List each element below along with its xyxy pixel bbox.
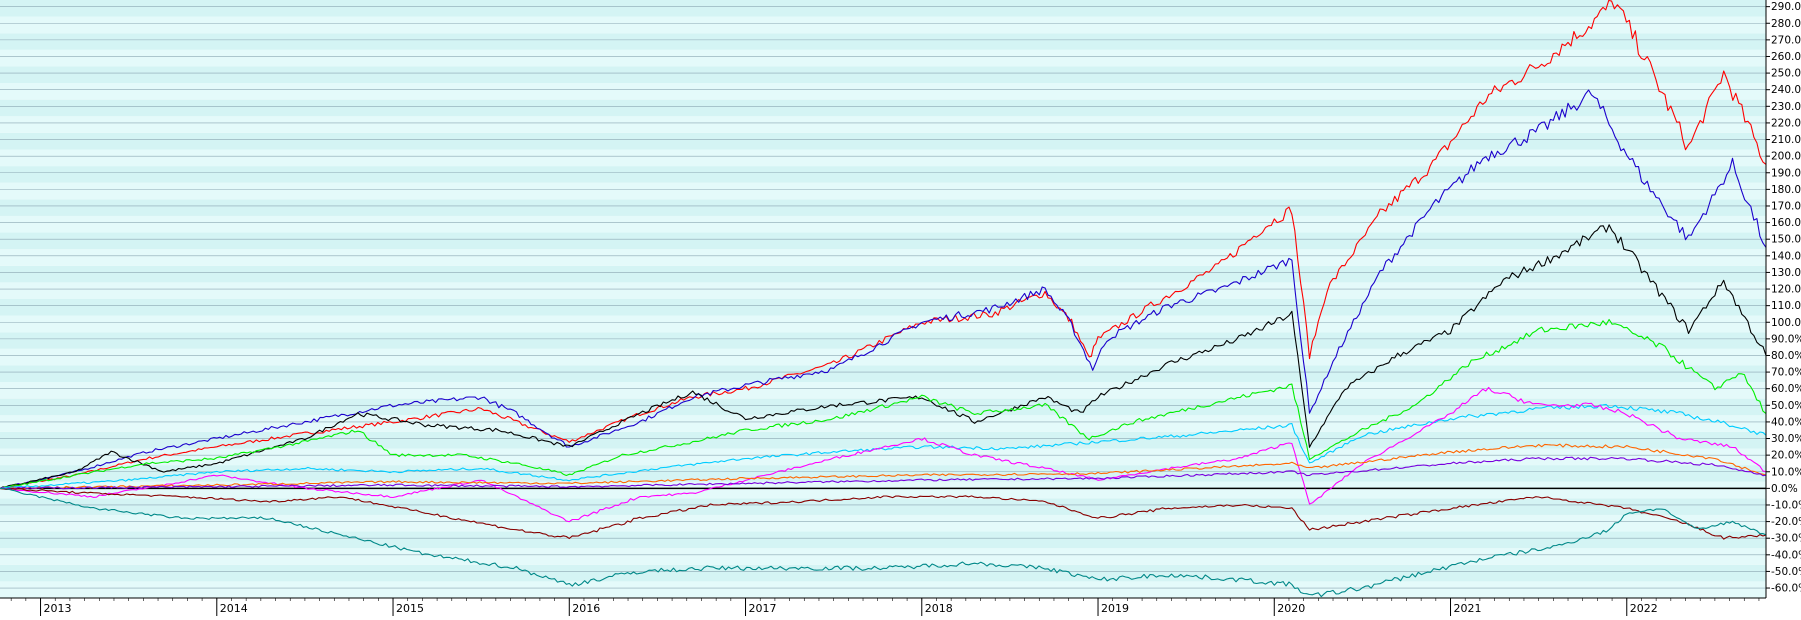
y-tick-label: 130.0%	[1771, 267, 1801, 279]
band	[0, 531, 1766, 549]
y-tick-label: 280.0%	[1771, 18, 1801, 30]
series-line-2	[0, 89, 1767, 489]
series-layer	[0, 0, 1767, 598]
band	[0, 215, 1766, 233]
band	[0, 199, 1766, 216]
band	[0, 83, 1766, 100]
y-tick-label: 80.0%	[1771, 350, 1801, 362]
band	[0, 514, 1766, 532]
band	[0, 49, 1766, 67]
y-tick-label: -20.0%	[1771, 516, 1801, 528]
series-line-4	[0, 318, 1767, 489]
y-tick-label: 190.0%	[1771, 167, 1801, 179]
band	[0, 265, 1766, 283]
y-tick-label: 170.0%	[1771, 200, 1801, 212]
band	[0, 182, 1766, 200]
series-line-3	[0, 224, 1767, 489]
x-axis-ticks: 2013 2014 2015 2016 2017 2018 2019 2020 2021 2022	[10, 598, 1760, 616]
y-tick-label: 240.0%	[1771, 84, 1801, 96]
x-tick-label: 2014	[220, 602, 248, 615]
band	[0, 448, 1766, 466]
y-tick-label: 70.0%	[1771, 367, 1801, 379]
y-tick-label: -10.0%	[1771, 499, 1801, 511]
series-line-10	[0, 487, 1767, 598]
band	[0, 498, 1766, 515]
y-axis-ticks: 290.0% 280.0% 270.0% 260.0% 250.0% 240.0% 230.…	[1766, 1, 1801, 595]
y-tick-label: 270.0%	[1771, 34, 1801, 46]
series-line-5	[0, 403, 1767, 489]
y-tick-label: 260.0%	[1771, 51, 1801, 63]
band	[0, 99, 1766, 117]
y-tick-label: 250.0%	[1771, 68, 1801, 80]
x-tick-label: 2021	[1454, 602, 1482, 615]
series-line-8	[0, 456, 1767, 490]
series-line-6	[0, 386, 1767, 523]
y-tick-label: 210.0%	[1771, 134, 1801, 146]
y-tick-label: 90.0%	[1771, 333, 1801, 345]
band	[0, 149, 1766, 167]
y-tick-label: 200.0%	[1771, 151, 1801, 163]
y-tick-label: 20.0%	[1771, 450, 1801, 462]
band	[0, 415, 1766, 432]
series-line-9	[0, 487, 1767, 540]
band	[0, 548, 1766, 565]
band	[0, 66, 1766, 84]
x-tick-label: 2022	[1630, 602, 1658, 615]
y-tick-label: 10.0%	[1771, 466, 1801, 478]
y-tick-label: -50.0%	[1771, 566, 1801, 578]
y-tick-label: 150.0%	[1771, 234, 1801, 246]
y-tick-label: 0.0%	[1771, 483, 1798, 495]
y-tick-label: -40.0%	[1771, 549, 1801, 561]
y-tick-label: 160.0%	[1771, 217, 1801, 229]
y-tick-label: 220.0%	[1771, 117, 1801, 129]
band	[0, 465, 1766, 482]
y-tick-label: 180.0%	[1771, 184, 1801, 196]
band	[0, 16, 1766, 34]
y-tick-label: 230.0%	[1771, 101, 1801, 113]
band	[0, 299, 1766, 316]
y-tick-label: 60.0%	[1771, 383, 1801, 395]
y-tick-label: 120.0%	[1771, 284, 1801, 296]
band	[0, 166, 1766, 183]
y-tick-label: 140.0%	[1771, 250, 1801, 262]
band	[0, 232, 1766, 250]
y-tick-label: -60.0%	[1771, 583, 1801, 595]
series-line-7	[0, 443, 1767, 490]
x-tick-label: 2019	[1101, 602, 1129, 615]
y-tick-label: 40.0%	[1771, 416, 1801, 428]
band	[0, 365, 1766, 383]
x-tick-label: 2013	[44, 602, 72, 615]
band	[0, 581, 1766, 598]
band	[0, 33, 1766, 50]
y-tick-label: 50.0%	[1771, 400, 1801, 412]
x-tick-label: 2020	[1277, 602, 1305, 615]
y-tick-label: 100.0%	[1771, 317, 1801, 329]
x-tick-label: 2016	[572, 602, 600, 615]
band	[0, 431, 1766, 449]
y-tick-label: 290.0%	[1771, 1, 1801, 13]
band	[0, 315, 1766, 333]
y-tick-label: -30.0%	[1771, 533, 1801, 545]
band	[0, 564, 1766, 582]
x-tick-label: 2015	[396, 602, 424, 615]
x-tick-label: 2017	[749, 602, 777, 615]
band	[0, 398, 1766, 416]
band	[0, 348, 1766, 366]
band	[0, 282, 1766, 299]
band	[0, 249, 1766, 266]
band	[0, 382, 1766, 399]
x-tick-label: 2018	[925, 602, 953, 615]
band	[0, 481, 1766, 499]
band	[0, 0, 1766, 17]
band	[0, 132, 1766, 150]
y-tick-label: 30.0%	[1771, 433, 1801, 445]
band	[0, 116, 1766, 133]
y-tick-label: 110.0%	[1771, 300, 1801, 312]
